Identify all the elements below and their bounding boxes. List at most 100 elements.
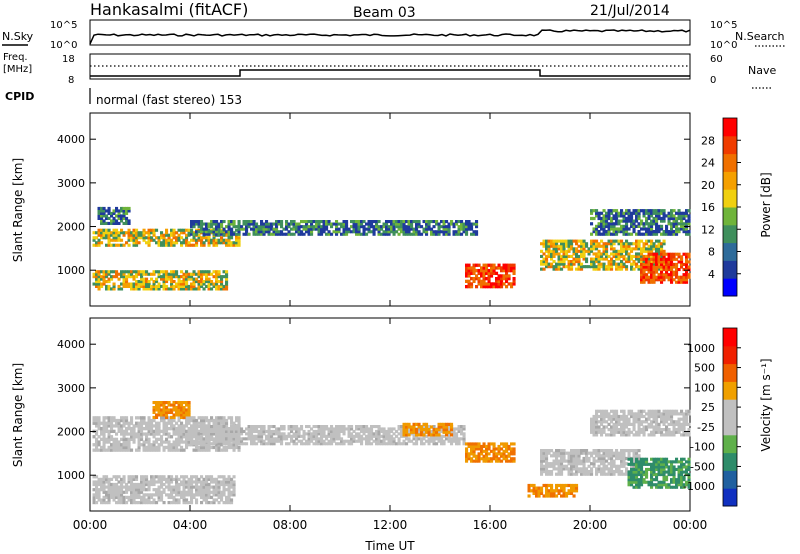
heatmap-cell — [410, 222, 414, 226]
heatmap-cell — [560, 257, 564, 261]
heatmap-cell — [445, 437, 449, 441]
heatmap-cell — [125, 216, 129, 220]
heatmap-cell — [347, 227, 351, 231]
heatmap-cell — [627, 409, 631, 413]
heatmap-cell — [175, 443, 179, 447]
heatmap-cell — [680, 475, 684, 479]
heatmap-cell — [660, 262, 664, 266]
heatmap-cell — [127, 209, 131, 213]
heatmap-cell — [612, 249, 616, 253]
heatmap-cell — [602, 232, 606, 236]
heatmap-cell — [187, 284, 191, 288]
heatmap-cell — [105, 485, 109, 489]
heatmap-cell — [142, 445, 146, 450]
heatmap-cell — [420, 225, 424, 229]
heatmap-cell — [642, 209, 646, 213]
heatmap-cell — [160, 498, 164, 502]
heatmap-cell — [217, 287, 221, 291]
heatmap-cell — [540, 489, 544, 493]
heatmap-cell — [575, 486, 579, 490]
heatmap-cell — [320, 227, 324, 231]
heatmap-cell — [150, 284, 154, 288]
heatmap-cell — [657, 470, 661, 474]
heatmap-cell — [510, 452, 514, 456]
heatmap-cell — [547, 242, 551, 246]
heatmap-cell — [175, 498, 179, 502]
heatmap-cell — [545, 247, 549, 251]
heatmap-cell — [572, 459, 576, 463]
heatmap-cell — [677, 209, 681, 213]
heatmap-cell — [315, 425, 319, 429]
heatmap-cell — [197, 490, 201, 494]
heatmap-cell — [660, 467, 664, 471]
heatmap-cell — [610, 260, 614, 264]
heatmap-cell — [225, 482, 229, 487]
heatmap-cell — [312, 425, 316, 429]
heatmap-cell — [480, 266, 484, 270]
heatmap-cell — [335, 429, 339, 433]
heatmap-cell — [430, 437, 434, 441]
heatmap-cell — [625, 467, 629, 471]
heatmap-cell — [100, 421, 104, 425]
heatmap-cell — [282, 437, 286, 441]
heatmap-cell — [235, 427, 239, 431]
heatmap-cell — [120, 488, 124, 492]
heatmap-cell — [432, 433, 436, 437]
heatmap-cell — [212, 445, 216, 450]
heatmap-cell — [152, 410, 156, 414]
heatmap-cell — [540, 242, 544, 246]
heatmap-cell — [157, 488, 161, 492]
heatmap-cell — [232, 427, 236, 431]
heatmap-cell — [512, 459, 516, 463]
heatmap-cell — [472, 447, 476, 451]
heatmap-cell — [112, 440, 116, 444]
heatmap-cell — [190, 439, 194, 443]
heatmap-cell — [602, 409, 606, 413]
heatmap-cell — [642, 244, 646, 248]
heatmap-cell — [352, 220, 356, 224]
heatmap-cell — [630, 267, 634, 271]
heatmap-cell — [400, 222, 404, 226]
heatmap-cell — [610, 257, 614, 261]
heatmap-cell — [197, 477, 201, 481]
heatmap-cell — [160, 435, 164, 439]
heatmap-cell — [245, 222, 249, 226]
heatmap-cell — [280, 230, 284, 234]
heatmap-cell — [482, 457, 486, 461]
heatmap-cell — [202, 482, 206, 487]
heatmap-cell — [670, 480, 674, 484]
heatmap-cell — [132, 228, 136, 232]
heatmap-cell — [302, 432, 306, 436]
heatmap-cell — [550, 462, 554, 466]
heatmap-cell — [540, 462, 544, 466]
heatmap-cell — [565, 491, 569, 495]
heatmap-cell — [262, 425, 266, 429]
heatmap-cell — [647, 214, 651, 218]
heatmap-cell — [102, 429, 106, 433]
heatmap-cell — [150, 482, 154, 487]
heatmap-cell — [247, 225, 251, 229]
heatmap-cell — [145, 231, 149, 235]
heatmap-cell — [220, 429, 224, 433]
heatmap-cell — [115, 421, 119, 425]
heatmap-cell — [687, 255, 691, 259]
heatmap-cell — [360, 225, 364, 229]
heatmap-cell — [125, 275, 129, 279]
heatmap-cell — [227, 225, 231, 229]
heatmap-cell — [137, 429, 141, 433]
heatmap-cell — [355, 427, 359, 431]
heatmap-cell — [632, 254, 636, 258]
heatmap-cell — [442, 442, 446, 446]
heatmap-cell — [207, 421, 211, 425]
heatmap-cell — [587, 247, 591, 251]
heatmap-cell — [615, 467, 619, 471]
heatmap-cell — [660, 209, 664, 213]
heatmap-cell — [417, 425, 421, 429]
heatmap-cell — [225, 477, 229, 481]
heatmap-cell — [655, 467, 659, 471]
heatmap-cell — [400, 425, 404, 429]
heatmap-cell — [435, 232, 439, 236]
heatmap-cell — [490, 285, 494, 289]
heatmap-cell — [192, 238, 196, 242]
heatmap-cell — [122, 277, 126, 281]
